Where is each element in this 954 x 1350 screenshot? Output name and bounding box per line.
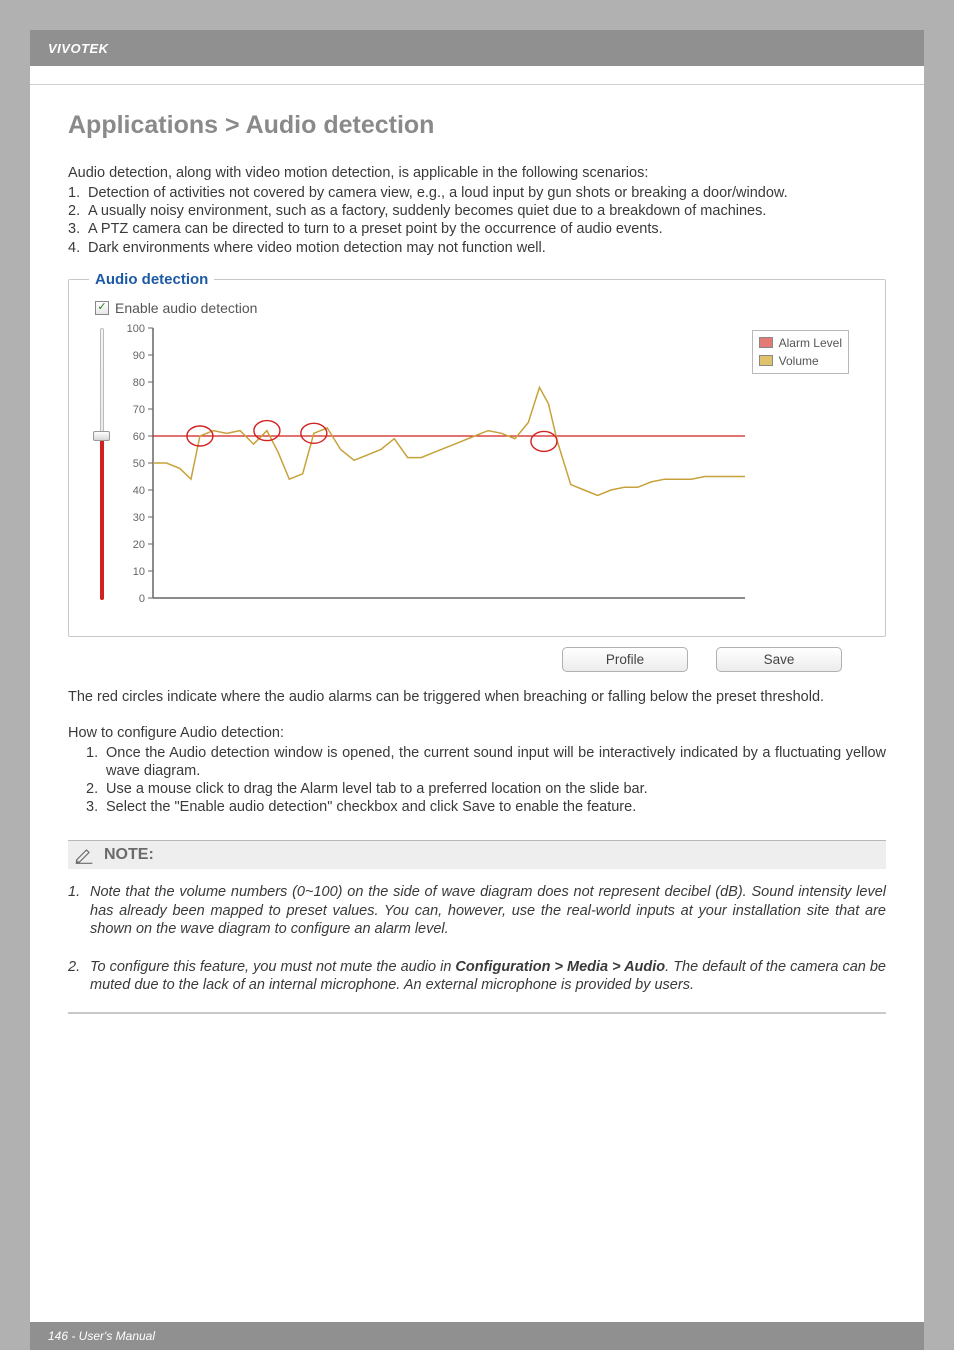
list-num: 3. (68, 220, 88, 238)
svg-text:40: 40 (133, 485, 145, 497)
after-chart-text: The red circles indicate where the audio… (68, 688, 886, 706)
volume-swatch (759, 355, 773, 366)
enable-label: Enable audio detection (115, 300, 257, 316)
svg-text:10: 10 (133, 566, 145, 578)
list-num: 4. (68, 239, 88, 257)
list-item: Dark environments where video motion det… (88, 239, 886, 257)
note-1-pre: Note that the volume numbers (0~100) on … (90, 884, 886, 936)
profile-button[interactable]: Profile (562, 647, 688, 672)
panel-buttons: Profile Save (68, 647, 842, 672)
content: Applications > Audio detection Audio det… (30, 85, 924, 1014)
list-num: 2. (68, 958, 90, 994)
svg-text:60: 60 (133, 431, 145, 443)
save-button[interactable]: Save (716, 647, 842, 672)
slider-thumb[interactable] (93, 431, 110, 441)
list-item: Once the Audio detection window is opene… (106, 744, 886, 780)
svg-text:70: 70 (133, 404, 145, 416)
svg-text:0: 0 (139, 593, 145, 605)
chart-legend: Alarm Level Volume (752, 330, 849, 374)
chart-area: 0 10 20 30 40 50 60 70 80 90 100 Alarm Level Volum… (115, 322, 865, 612)
svg-text:20: 20 (133, 539, 145, 551)
svg-text:50: 50 (133, 458, 145, 470)
audio-chart: 0 10 20 30 40 50 60 70 80 90 100 (115, 322, 755, 612)
note-item: 1. Note that the volume numbers (0~100) … (68, 883, 886, 937)
pencil-icon (74, 845, 94, 865)
list-num: 1. (86, 744, 106, 780)
note-item: 2. To configure this feature, you must n… (68, 958, 886, 994)
list-item: Detection of activities not covered by c… (88, 184, 886, 202)
brand-label: VIVOTEK (48, 41, 109, 56)
list-num: 3. (86, 798, 106, 816)
list-item: Use a mouse click to drag the Alarm leve… (106, 780, 886, 798)
footer-text: 146 - User's Manual (48, 1329, 155, 1343)
page-footer: 146 - User's Manual (30, 1322, 924, 1350)
fieldset-legend: Audio detection (89, 271, 214, 288)
svg-text:100: 100 (127, 323, 145, 335)
legend-row-volume: Volume (759, 352, 842, 370)
enable-row[interactable]: ✓ Enable audio detection (95, 300, 865, 316)
note-header: NOTE: (68, 840, 886, 869)
page: VIVOTEK Applications > Audio detection A… (30, 30, 924, 1350)
note-2-bold: Configuration > Media > Audio (455, 959, 665, 975)
note-text: Note that the volume numbers (0~100) on … (90, 883, 886, 937)
howto-title: How to configure Audio detection: (68, 724, 886, 742)
slider-fill (100, 438, 104, 599)
svg-text:80: 80 (133, 377, 145, 389)
list-item: Select the "Enable audio detection" chec… (106, 798, 886, 816)
note-body: 1. Note that the volume numbers (0~100) … (68, 869, 886, 1014)
svg-text:90: 90 (133, 350, 145, 362)
list-num: 1. (68, 883, 90, 937)
page-title: Applications > Audio detection (68, 111, 886, 140)
list-item: A usually noisy environment, such as a f… (88, 202, 886, 220)
header-band: VIVOTEK (30, 30, 924, 66)
legend-alarm-label: Alarm Level (779, 334, 842, 352)
note-block: NOTE: 1. Note that the volume numbers (0… (68, 840, 886, 1014)
alarm-slider[interactable] (91, 322, 111, 612)
list-num: 1. (68, 184, 88, 202)
svg-text:30: 30 (133, 512, 145, 524)
audio-panel-wrap: Audio detection ✓ Enable audio detection… (68, 271, 886, 672)
alarm-swatch (759, 337, 773, 348)
legend-volume-label: Volume (779, 352, 819, 370)
note-2-pre: To configure this feature, you must not … (90, 959, 455, 975)
list-item: A PTZ camera can be directed to turn to … (88, 220, 886, 238)
enable-checkbox[interactable]: ✓ (95, 301, 109, 315)
howto-1: Once the Audio detection window is opene… (106, 745, 886, 779)
list-num: 2. (86, 780, 106, 798)
audio-fieldset: Audio detection ✓ Enable audio detection… (68, 271, 886, 637)
list-num: 2. (68, 202, 88, 220)
legend-row-alarm: Alarm Level (759, 334, 842, 352)
note-text: To configure this feature, you must not … (90, 958, 886, 994)
chart-shell: 0 10 20 30 40 50 60 70 80 90 100 Alarm Level Volum… (91, 322, 865, 612)
howto-list: 1.Once the Audio detection window is ope… (86, 744, 886, 817)
note-label: NOTE: (104, 846, 154, 864)
intro-text: Audio detection, along with video motion… (68, 164, 886, 182)
scenario-list: 1.Detection of activities not covered by… (68, 184, 886, 257)
